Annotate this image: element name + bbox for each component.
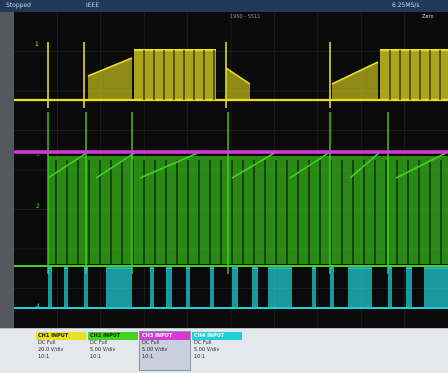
ch4-settings[interactable]: CH4 INPUT DC Full 5.00 V/div 10:1 [192, 332, 242, 370]
ch2-probe: 10:1 [90, 354, 102, 360]
ch2-marker[interactable]: 2 [36, 203, 40, 210]
ch1-probe: 10:1 [38, 354, 50, 360]
ch3-settings[interactable]: CH3 INPUT DC Full 5.00 V/div 10:1 [139, 331, 191, 371]
ch4-pulse [330, 268, 334, 308]
ch1-ramp [226, 68, 250, 100]
ch2-ramp [231, 151, 277, 179]
ch4-pulse [64, 268, 68, 308]
ch2-body [48, 156, 448, 264]
ch3-probe: 10:1 [142, 354, 154, 360]
ch1-waveform [14, 42, 448, 108]
ch2-ramp [289, 151, 331, 179]
ch1-marker[interactable]: 1 [35, 41, 39, 48]
ch2-header: CH2 INPUT [88, 332, 138, 340]
ch1-ramp [332, 62, 378, 100]
ch4-pulse [150, 268, 154, 308]
sample-rate: 6.25MS/s [392, 2, 420, 9]
ch4-pulse [348, 268, 372, 308]
ch2-waveform [14, 112, 448, 274]
ch1-settings[interactable]: CH1 INPUT DC Full 20.0 V/div 10:1 [36, 332, 86, 370]
ch4-pulse [166, 268, 172, 308]
ch2-ramp [395, 151, 448, 179]
ch3-marker[interactable]: 3 [36, 151, 40, 158]
ch1-ramp-edge [225, 67, 251, 85]
acquisition-state[interactable]: Stopped [6, 2, 31, 9]
ch2-ramp [95, 151, 137, 179]
ch1-scale: 20.0 V/div [38, 347, 64, 353]
ch1-ramp-edge [87, 57, 133, 77]
ch4-waveform [14, 267, 448, 309]
ch2-ramp [47, 151, 89, 179]
ch2-settings[interactable]: CH2 INPUT DC Full 5.00 V/div 10:1 [88, 332, 138, 370]
ch4-coupling: DC Full [194, 340, 212, 346]
ch1-ramp [88, 58, 132, 100]
corner-readout: Zero [422, 14, 434, 20]
ch3-header: CH3 INPUT [140, 332, 190, 340]
ch1-header: CH1 INPUT [36, 332, 86, 340]
ch4-pulse [312, 268, 316, 308]
ch4-pulse [252, 268, 258, 308]
ch4-pulse [186, 268, 190, 308]
ch1-ramp-edge [331, 61, 379, 85]
ch1-coupling: DC Full [38, 340, 56, 346]
ch3-scale: 5.00 V/div [142, 347, 168, 353]
ch4-pulse [210, 268, 214, 308]
ch2-ramp [139, 151, 201, 179]
ch4-probe: 10:1 [194, 354, 206, 360]
ch1-burst [134, 50, 216, 100]
center-readout: 1960 - 5511 [230, 14, 260, 20]
ch3-coupling: DC Full [142, 340, 160, 346]
ch4-pulse [388, 268, 392, 308]
ch4-pulse [268, 268, 292, 308]
ch2-coupling: DC Full [90, 340, 108, 346]
ch4-pulse [48, 268, 52, 308]
ch1-burst [380, 50, 448, 100]
waveform-display[interactable]: 1960 - 5511 Zero 1 2 3 4 [0, 12, 448, 328]
ch4-scale: 5.00 V/div [194, 347, 220, 353]
ch4-pulse [106, 268, 132, 308]
ch4-pulse [406, 268, 412, 308]
status-bar: Stopped IEEE 6.25MS/s [0, 0, 448, 12]
ch4-marker[interactable]: 4 [36, 303, 40, 310]
left-margin [0, 12, 14, 328]
ch4-pulse [232, 268, 238, 308]
channel-footer: CH1 INPUT DC Full 20.0 V/div 10:1 CH2 IN… [0, 328, 448, 373]
ch4-pulse [424, 268, 448, 308]
ch2-scale: 5.00 V/div [90, 347, 116, 353]
ch4-header: CH4 INPUT [192, 332, 242, 340]
ch4-pulse [84, 268, 88, 308]
trigger-label: IEEE [86, 2, 100, 9]
ch2-ramp [349, 151, 381, 179]
